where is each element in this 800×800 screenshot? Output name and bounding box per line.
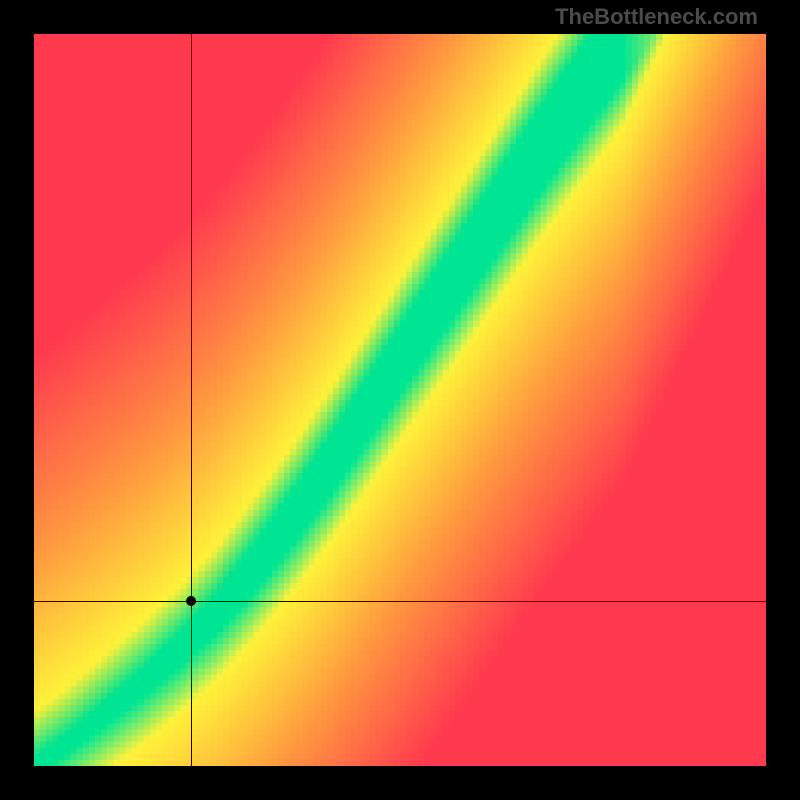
heatmap-plot (34, 34, 766, 766)
crosshair-horizontal (34, 601, 766, 602)
crosshair-marker (186, 596, 196, 606)
crosshair-vertical (191, 34, 192, 766)
watermark-text: TheBottleneck.com (555, 4, 758, 30)
heatmap-canvas (34, 34, 766, 766)
